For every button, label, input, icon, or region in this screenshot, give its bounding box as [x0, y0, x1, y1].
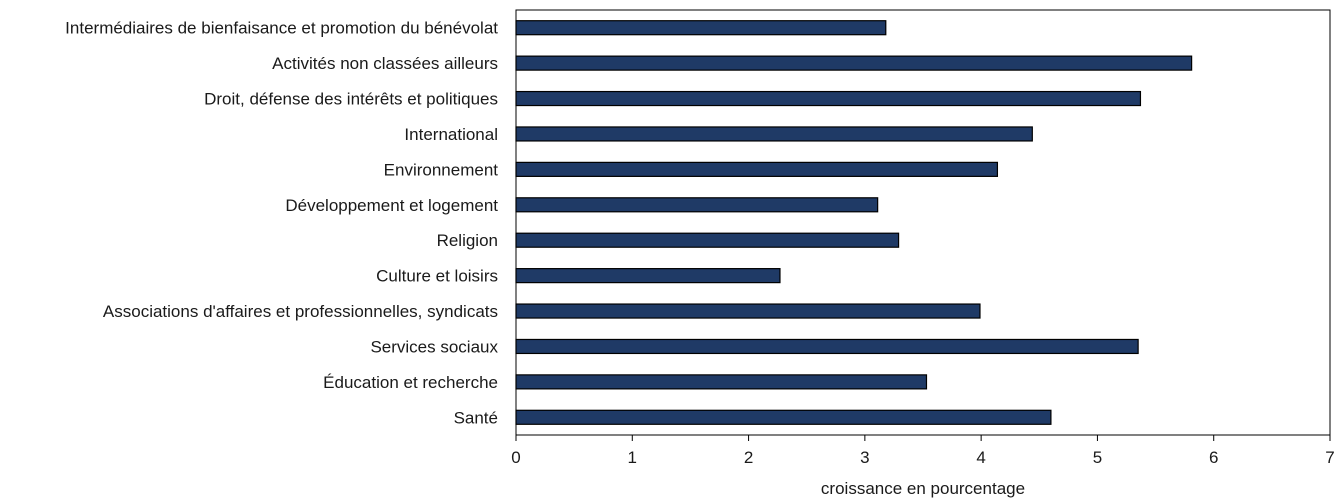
bar [515, 409, 1052, 425]
bar [515, 197, 879, 213]
bar [515, 20, 887, 36]
x-tick-label: 3 [860, 448, 869, 467]
x-axis-title: croissance en pourcentage [821, 479, 1025, 498]
x-tick-label: 2 [744, 448, 753, 467]
bar [515, 126, 1033, 142]
category-label: Intermédiaires de bienfaisance et promot… [65, 19, 498, 38]
category-label: Activités non classées ailleurs [272, 54, 498, 73]
category-label: Environnement [384, 160, 499, 179]
bar [515, 55, 1193, 71]
category-label: Éducation et recherche [323, 373, 498, 392]
x-tick-label: 7 [1325, 448, 1334, 467]
category-label: Services sociaux [370, 337, 498, 356]
bar [515, 268, 781, 284]
bar [515, 338, 1139, 355]
category-label: Culture et loisirs [376, 267, 498, 286]
category-label: Religion [437, 231, 498, 250]
x-tick-label: 4 [976, 448, 985, 467]
category-label: Développement et logement [285, 196, 498, 215]
category-label: Associations d'affaires et professionnel… [103, 302, 498, 321]
bar [515, 374, 928, 390]
plot-area-frame [515, 9, 1331, 436]
x-tick-label: 5 [1093, 448, 1102, 467]
category-labels: Intermédiaires de bienfaisance et promot… [65, 19, 498, 428]
x-axis-ticks: 0 1 2 3 4 5 6 7 [511, 435, 1335, 467]
category-label: Droit, défense des intérêts et politique… [204, 90, 498, 109]
bar [515, 232, 900, 248]
bar [515, 303, 981, 319]
x-tick-label: 6 [1209, 448, 1218, 467]
x-tick-label: 0 [511, 448, 520, 467]
bars-group [515, 20, 1193, 425]
x-tick-label: 1 [628, 448, 637, 467]
category-label: International [404, 125, 498, 144]
category-label: Santé [454, 408, 498, 427]
bar [515, 161, 999, 177]
bar [515, 90, 1142, 107]
